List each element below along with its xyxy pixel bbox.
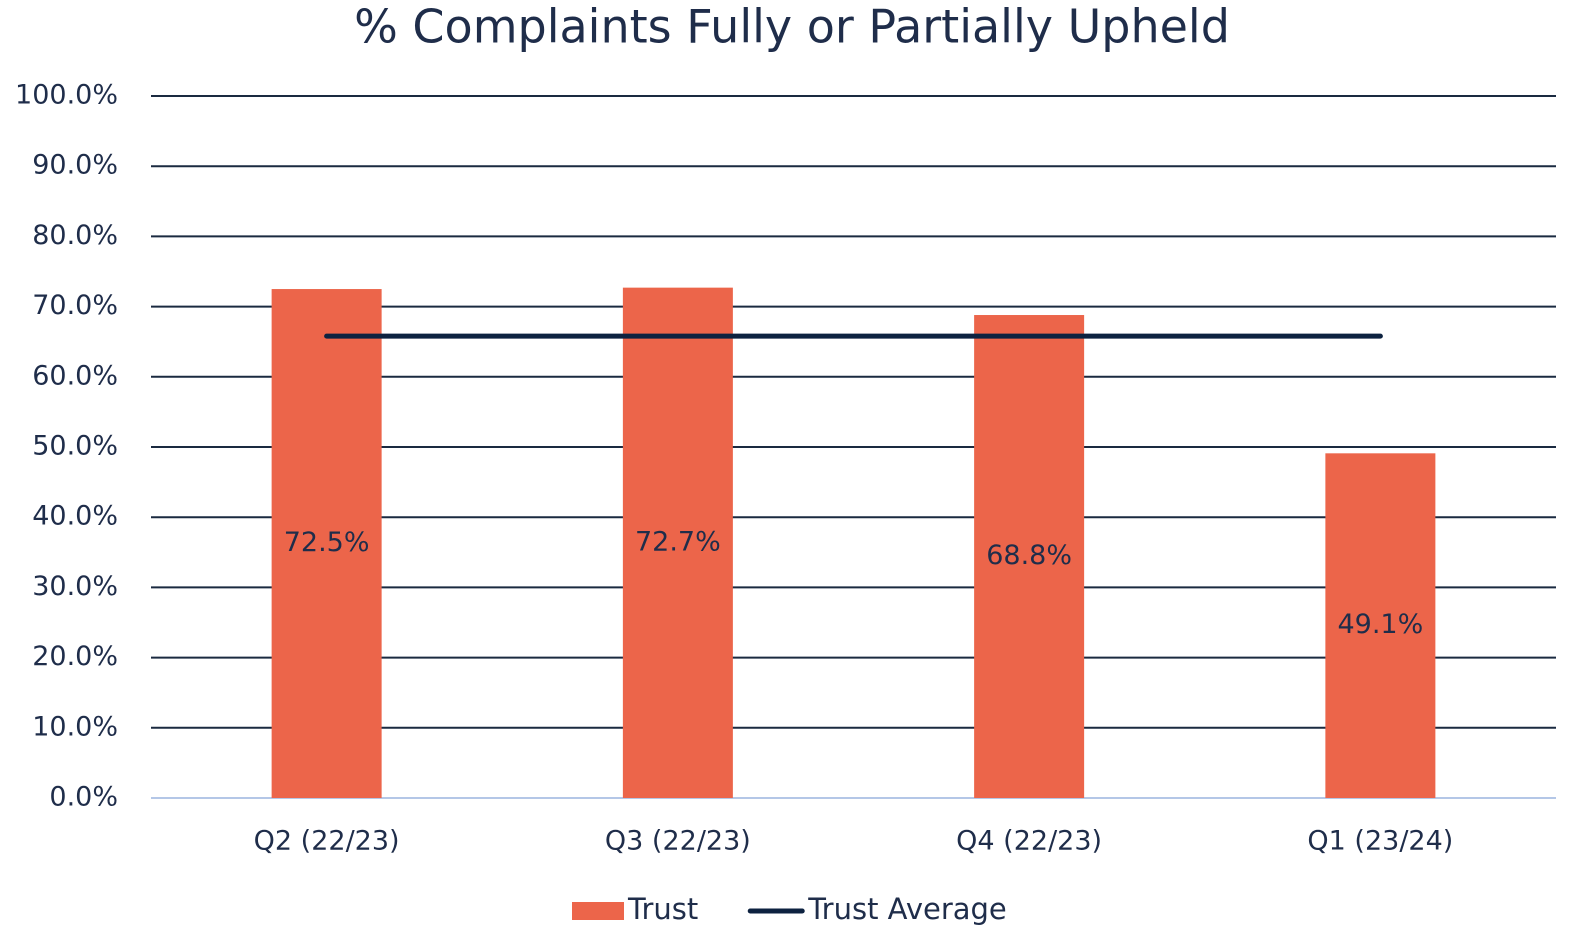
bar [1325, 453, 1436, 798]
data-label: 72.5% [284, 527, 370, 558]
y-tick-label: 20.0% [32, 641, 118, 672]
y-tick-label: 0.0% [49, 782, 118, 813]
x-tick-label: Q2 (22/23) [254, 826, 400, 857]
y-tick-label: 100.0% [15, 80, 118, 111]
y-tick-label: 10.0% [32, 711, 118, 742]
x-tick-label: Q3 (22/23) [605, 826, 751, 857]
bar [622, 287, 733, 798]
legend-label: Trust [627, 892, 698, 926]
y-tick-label: 60.0% [32, 360, 118, 391]
y-tick-label: 40.0% [32, 501, 118, 532]
data-label: 68.8% [986, 540, 1072, 571]
x-tick-label: Q4 (22/23) [956, 826, 1102, 857]
legend-swatch [572, 902, 624, 920]
x-tick-label: Q1 (23/24) [1307, 826, 1453, 857]
data-label: 49.1% [1337, 609, 1423, 640]
chart-title: % Complaints Fully or Partially Upheld [354, 0, 1230, 54]
bar [974, 315, 1085, 798]
y-tick-label: 30.0% [32, 571, 118, 602]
legend-label: Trust Average [807, 892, 1007, 926]
y-tick-label: 50.0% [32, 431, 118, 462]
y-tick-label: 80.0% [32, 220, 118, 251]
y-tick-label: 70.0% [32, 290, 118, 321]
bar [271, 289, 382, 798]
data-label: 72.7% [635, 526, 721, 557]
y-tick-label: 90.0% [32, 150, 118, 181]
